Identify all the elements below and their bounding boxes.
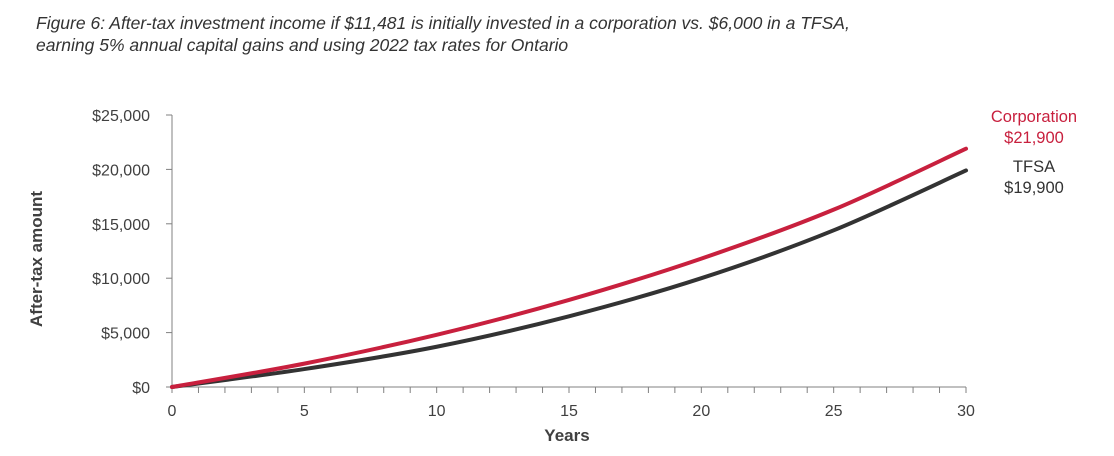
tick-labels: $0 $5,000 $10,000 $15,000 $20,000 $25,000 0 5 10… <box>92 108 975 420</box>
corporation-line <box>170 146 968 389</box>
end-labels: Corporation $21,900 TFSA $19,900 <box>991 108 1077 197</box>
y-tick-label: $5,000 <box>101 326 150 343</box>
y-tick-label: $0 <box>132 380 150 397</box>
tfsa-series-name: TFSA <box>1013 158 1055 176</box>
series-lines <box>170 146 968 389</box>
corporation-series-name: Corporation <box>991 108 1077 126</box>
axes <box>166 114 967 393</box>
x-tick-label: 10 <box>428 403 446 420</box>
y-tick-label: $20,000 <box>92 162 150 179</box>
caption-line-1: Figure 6: After-tax investment income if… <box>36 13 850 33</box>
x-tick-label: 15 <box>560 403 578 420</box>
x-tick-label: 25 <box>825 403 843 420</box>
figure-caption: Figure 6: After-tax investment income if… <box>36 12 1096 56</box>
x-tick-label: 30 <box>957 403 975 420</box>
tfsa-end-value: $19,900 <box>1004 179 1064 197</box>
y-tick-label: $10,000 <box>92 271 150 288</box>
x-axis-title: Years <box>544 426 589 445</box>
x-tick-label: 5 <box>300 403 309 420</box>
x-tick-label: 20 <box>692 403 710 420</box>
x-tick-label: 0 <box>168 403 177 420</box>
tfsa-line <box>170 168 968 389</box>
y-axis-title: After-tax amount <box>27 191 46 327</box>
corporation-end-value: $21,900 <box>1004 129 1064 147</box>
caption-line-2: earning 5% annual capital gains and usin… <box>36 35 569 55</box>
y-tick-label: $15,000 <box>92 217 150 234</box>
y-tick-label: $25,000 <box>92 108 150 125</box>
